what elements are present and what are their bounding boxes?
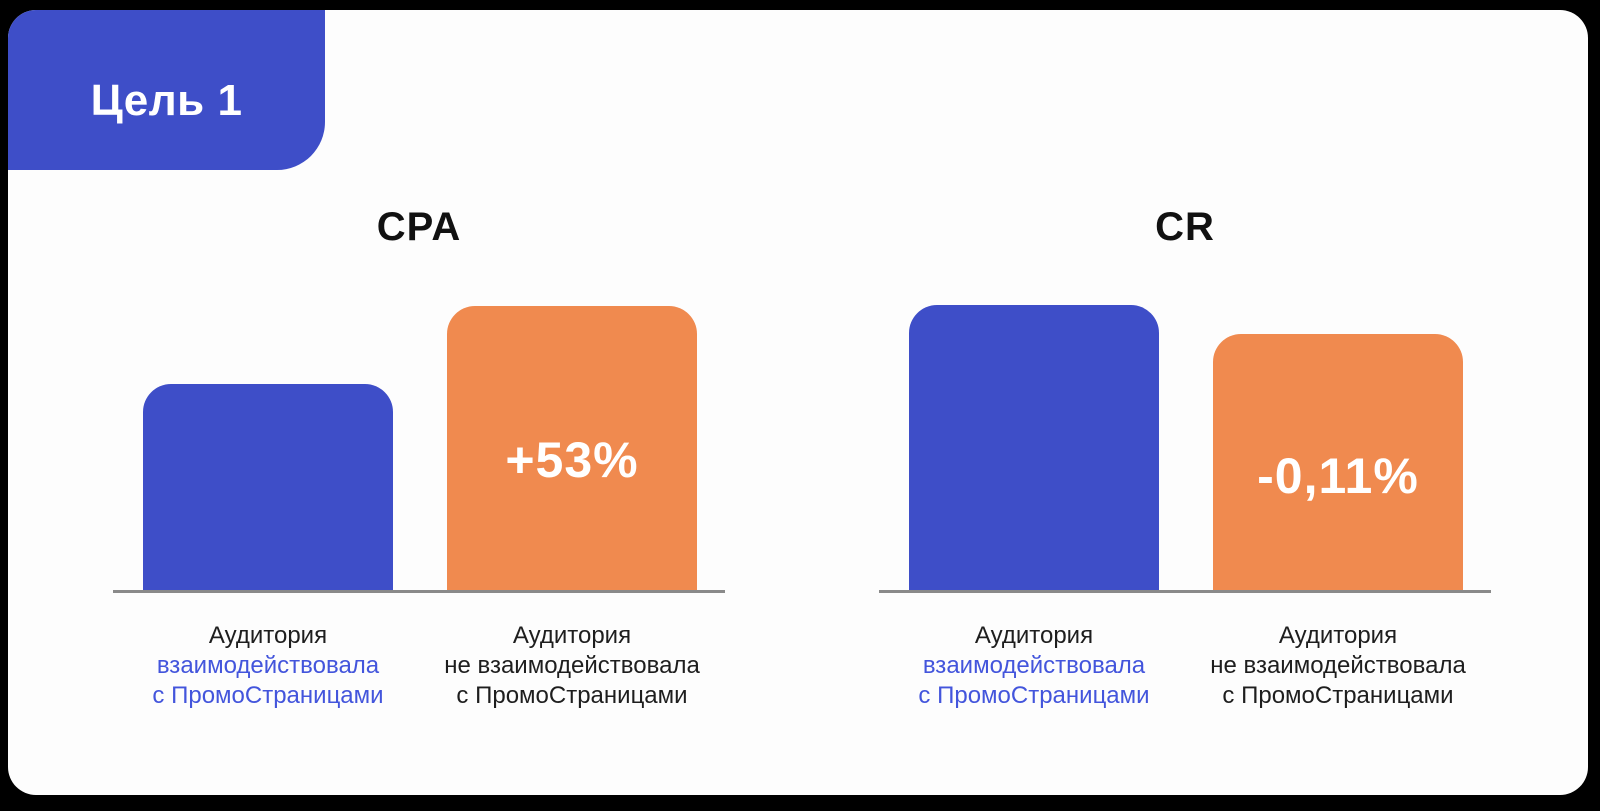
label-line: не взаимодействовала [444, 652, 700, 679]
label-cpa-interacted: Аудитория взаимодействовала с ПромоСтран… [118, 621, 418, 711]
label-line: с ПромоСтраницами [918, 682, 1150, 709]
label-line: с ПромоСтраницами [1222, 682, 1454, 709]
category-labels-cr: Аудитория взаимодействовала с ПромоСтран… [879, 621, 1491, 731]
label-line: не взаимодействовала [1210, 652, 1466, 679]
bar-cpa-interacted [143, 384, 393, 590]
label-line: взаимодействовала [922, 652, 1146, 679]
label-cr-interacted: Аудитория взаимодействовала с ПромоСтран… [884, 621, 1184, 711]
chart-group-cpa: CPA +53% Аудитория взаимодействовала с П… [113, 205, 725, 731]
label-line: Аудитория [208, 622, 328, 649]
slide-card: Цель 1 CPA +53% Аудитория взаимодействов… [8, 10, 1588, 795]
bar-cr-not-interacted: -0,11% [1213, 334, 1463, 590]
label-line: с ПромоСтраницами [152, 682, 384, 709]
bar-annotation-cpa-delta: +53% [505, 431, 639, 488]
bar-cr-interacted [909, 305, 1159, 590]
plot-area-cr: -0,11% [879, 250, 1491, 593]
label-line: с ПромоСтраницами [456, 682, 688, 709]
plot-area-cpa: +53% [113, 250, 725, 593]
chart-group-cr: CR -0,11% Аудитория взаимодействовала с … [879, 205, 1491, 731]
chart-title-cr: CR [1155, 205, 1215, 249]
bar-cpa-not-interacted: +53% [447, 306, 697, 590]
goal-badge: Цель 1 [8, 10, 325, 170]
label-line: Аудитория [512, 622, 632, 649]
label-line: Аудитория [1278, 622, 1398, 649]
label-cpa-not-interacted: Аудитория не взаимодействовала с ПромоСт… [422, 621, 722, 711]
chart-title-cpa: CPA [376, 205, 462, 249]
axis-baseline-cr [879, 590, 1491, 593]
axis-baseline-cpa [113, 590, 725, 593]
label-line: взаимодействовала [156, 652, 380, 679]
goal-badge-label: Цель 1 [90, 76, 243, 125]
bar-annotation-cr-delta: -0,11% [1257, 447, 1419, 504]
category-labels-cpa: Аудитория взаимодействовала с ПромоСтран… [113, 621, 725, 731]
label-cr-not-interacted: Аудитория не взаимодействовала с ПромоСт… [1188, 621, 1488, 711]
label-line: Аудитория [974, 622, 1094, 649]
